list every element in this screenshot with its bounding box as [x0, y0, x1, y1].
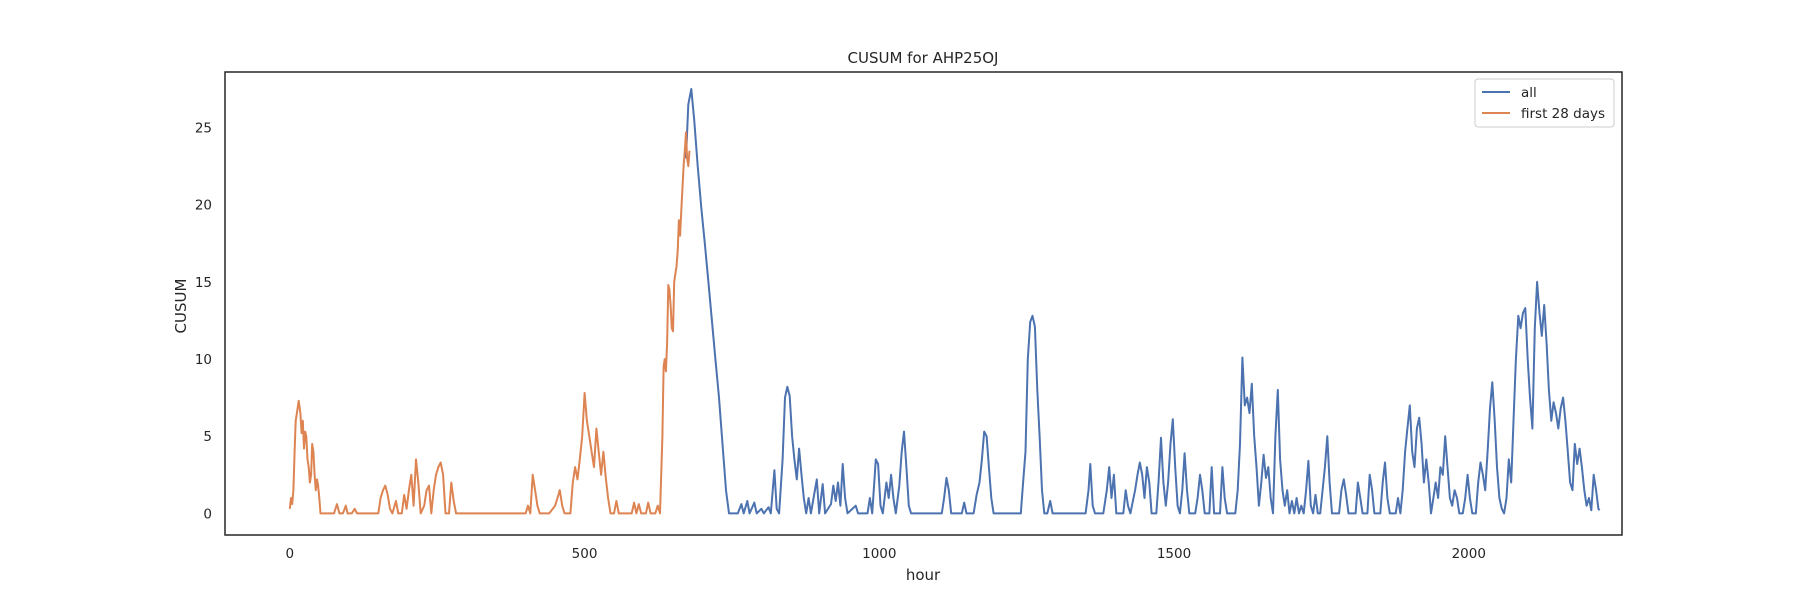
- y-tick-label: 5: [203, 429, 212, 445]
- y-tick-label: 20: [195, 198, 212, 214]
- plot-area: 0 500 1000 1500 2000 0 5 10 15 20 25 all first 28 da…: [195, 71, 1623, 562]
- legend-label-all: all: [1521, 85, 1537, 101]
- x-tick-label: 1000: [862, 546, 896, 562]
- y-axis-label: CUSUM: [172, 279, 190, 334]
- series-line-first-28-days: [288, 131, 691, 515]
- x-tick-label: 2000: [1452, 546, 1486, 562]
- y-tick-label: 0: [203, 506, 212, 522]
- chart-title: CUSUM for AHP25OJ: [848, 49, 999, 67]
- x-tick-label: 500: [572, 546, 598, 562]
- y-tick-label: 15: [195, 275, 212, 291]
- legend-label-first-28-days: first 28 days: [1521, 106, 1605, 122]
- x-tick-label: 0: [286, 546, 295, 562]
- series-line-all: [685, 88, 1601, 515]
- plot-frame: [224, 71, 1623, 536]
- x-tick-label: 1500: [1157, 546, 1191, 562]
- y-tick-label: 25: [195, 121, 212, 137]
- x-axis-label: hour: [906, 566, 941, 584]
- y-tick-label: 10: [195, 352, 212, 368]
